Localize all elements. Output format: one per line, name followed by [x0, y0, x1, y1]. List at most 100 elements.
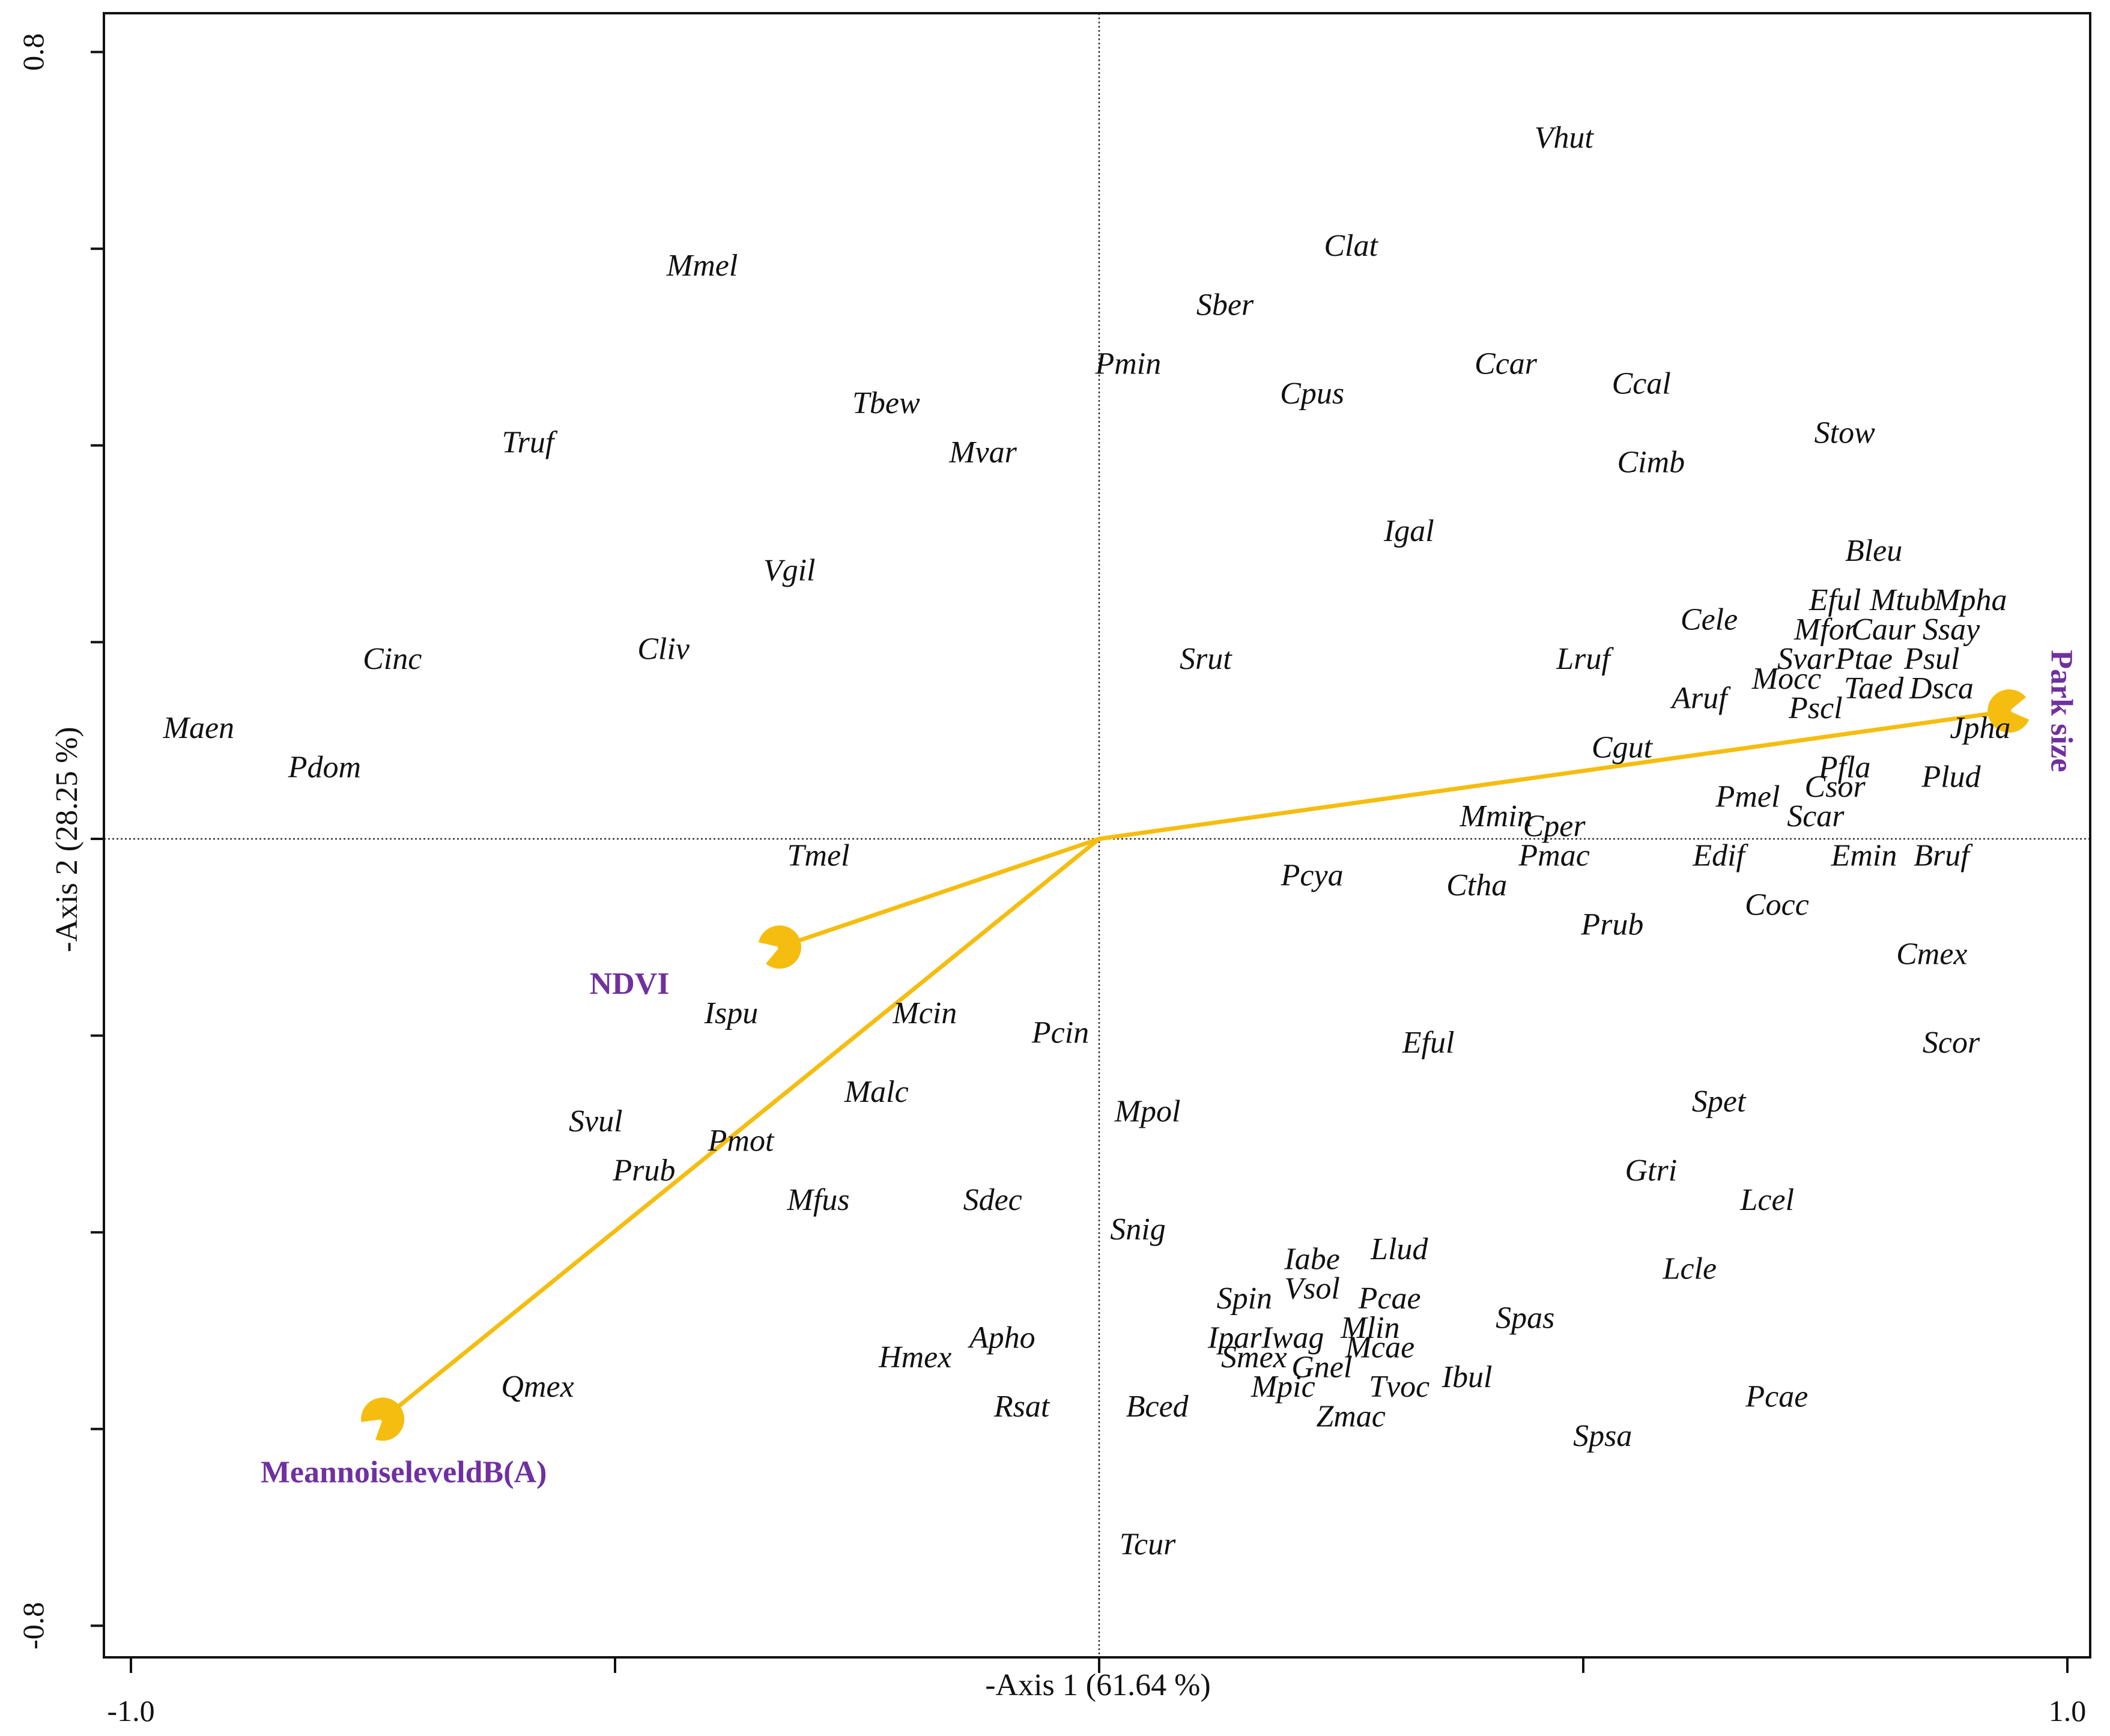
species-label: Snig	[1110, 1212, 1165, 1247]
species-label: Bced	[1126, 1390, 1189, 1424]
frame-border	[103, 12, 2091, 1659]
species-label: Clat	[1324, 229, 1378, 263]
species-label: Prub	[612, 1154, 675, 1188]
species-label: Cpus	[1280, 377, 1344, 411]
vector-label: MeannoiseleveldB(A)	[261, 1455, 547, 1489]
species-label: Gnel	[1291, 1350, 1352, 1384]
species-label: Cmex	[1896, 937, 1967, 971]
species-label: Sber	[1196, 288, 1254, 322]
species-label: Pfla	[1818, 750, 1871, 784]
species-label: Smex	[1221, 1340, 1287, 1375]
species-label: Caur	[1851, 612, 1916, 647]
species-label: Spin	[1217, 1281, 1272, 1316]
species-label: Mmin	[1459, 799, 1532, 833]
species-label: Emin	[1831, 839, 1897, 873]
species-label: Pmot	[708, 1124, 775, 1158]
species-label: Cimb	[1617, 445, 1685, 479]
species-label: Bleu	[1845, 534, 1902, 568]
vector-line	[380, 836, 1102, 1421]
species-label: Tcur	[1120, 1527, 1176, 1561]
species-label: Spsa	[1573, 1419, 1632, 1453]
species-label: Csor	[1805, 770, 1866, 804]
x-axis-label: -Axis 1 (61.64 %)	[985, 1668, 1211, 1702]
environmental-vectors: Park size NDVI MeannoiseleveldB(A)	[261, 650, 2078, 1489]
species-label: Mpic	[1251, 1370, 1315, 1404]
species-label: Mfor	[1793, 612, 1857, 647]
species-label: Maen	[163, 711, 234, 745]
species-label: Ipar	[1207, 1320, 1262, 1355]
species-label: Ibul	[1442, 1360, 1493, 1394]
species-label: Cliv	[637, 632, 690, 667]
species-label: Apho	[968, 1320, 1035, 1355]
species-label: Ccar	[1475, 347, 1538, 381]
vector-label: NDVI	[590, 967, 670, 1001]
species-label: Llud	[1370, 1232, 1428, 1266]
species-label: Mcae	[1345, 1331, 1414, 1365]
axis-labels: -Axis 1 (61.64 %) -Axis 2 (28.25 %)	[50, 727, 1211, 1702]
species-label: Iwag	[1261, 1320, 1324, 1355]
species-label: Truf	[502, 426, 558, 460]
vector-label: Park size	[2044, 650, 2078, 772]
species-label: Svul	[569, 1104, 623, 1139]
species-label: Eful	[1402, 1026, 1455, 1060]
species-label: Pcae	[1358, 1281, 1421, 1316]
species-label: Cele	[1681, 603, 1738, 637]
vector-head	[1987, 689, 2030, 733]
species-label: Pmac	[1518, 839, 1589, 873]
species-label: Dsca	[1909, 671, 1974, 706]
species-label: Srut	[1180, 642, 1232, 676]
species-label: Mlin	[1340, 1311, 1399, 1345]
vector-head	[361, 1397, 405, 1441]
species-label: Mvar	[948, 435, 1017, 470]
species-label: Psul	[1903, 642, 1959, 676]
species-label: Mtub	[1869, 583, 1936, 617]
x-tick-label: -1.0	[107, 1694, 154, 1728]
species-label: Ssay	[1923, 612, 1980, 647]
y-tick-label: 0.8	[16, 33, 50, 71]
species-label: Pmin	[1094, 347, 1161, 381]
species-label: Pmel	[1715, 779, 1780, 814]
species-label: Sdec	[963, 1183, 1022, 1217]
species-label: Malc	[844, 1075, 909, 1109]
species-label: Plud	[1921, 760, 1981, 794]
species-label: Pdom	[288, 750, 361, 784]
species-label: Stow	[1814, 416, 1875, 450]
vector-line	[1097, 709, 2011, 841]
vector-line	[777, 836, 1102, 949]
species-label: Mcin	[892, 996, 957, 1030]
species-label: Scar	[1787, 799, 1845, 833]
species-label: Spas	[1496, 1301, 1554, 1335]
species-label: Mfus	[787, 1183, 850, 1217]
species-label: Jpha	[1950, 711, 2010, 745]
y-tick-label: -0.8	[16, 1602, 50, 1650]
y-axis-label: -Axis 2 (28.25 %)	[50, 727, 84, 952]
species-label: Lruf	[1556, 642, 1614, 676]
species-label: Zmac	[1316, 1399, 1386, 1433]
species-label: Cocc	[1745, 888, 1809, 922]
species-label: Ctha	[1446, 868, 1507, 903]
species-label: Igal	[1383, 514, 1434, 548]
species-label: Prub	[1580, 907, 1643, 942]
x-tick-label: 1.0	[2049, 1694, 2087, 1728]
species-label: Svar	[1777, 642, 1835, 676]
species-label: Tmel	[787, 839, 850, 873]
species-label: Lcel	[1740, 1183, 1795, 1217]
species-label: Mpol	[1114, 1095, 1181, 1129]
species-label: Aruf	[1670, 682, 1731, 716]
species-label: Rsat	[993, 1390, 1050, 1424]
species-label: Scor	[1923, 1026, 1980, 1060]
species-label: Ccal	[1612, 366, 1671, 401]
species-label: Edif	[1692, 839, 1748, 873]
vector-head	[758, 925, 802, 969]
species-label: Bruf	[1914, 839, 1973, 873]
species-label: Pscl	[1788, 691, 1843, 725]
species-label: Cper	[1523, 809, 1586, 844]
species-label: Vhut	[1535, 121, 1595, 155]
species-label: Iabe	[1284, 1242, 1339, 1276]
species-label: Hmex	[878, 1340, 951, 1375]
species-label: Cinc	[363, 642, 422, 676]
species-label: Pcin	[1031, 1016, 1089, 1050]
species-label: Ptae	[1835, 642, 1893, 676]
